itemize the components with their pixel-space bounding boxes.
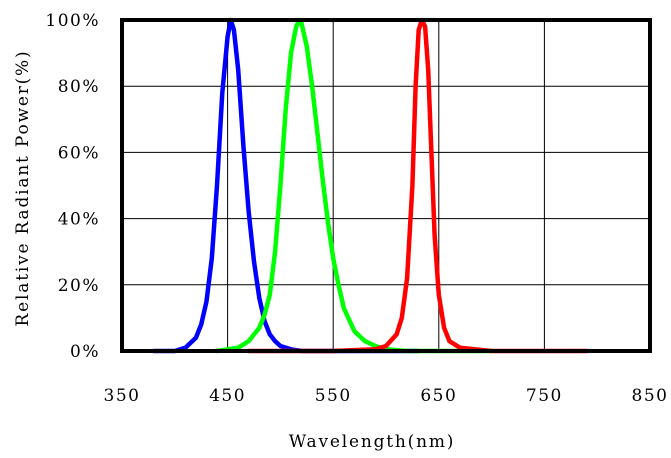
y-tick-label: 80% [58, 77, 100, 97]
y-tick-label: 40% [58, 210, 100, 230]
x-tick-label: 350 [104, 386, 141, 406]
series-line-0 [151, 17, 420, 354]
grid-lines [122, 20, 650, 351]
y-tick-label: 0% [70, 342, 100, 362]
x-tick-label: 650 [420, 386, 457, 406]
x-tick-label: 550 [315, 386, 352, 406]
y-tick-label: 20% [58, 276, 100, 296]
x-axis-title: Wavelength(nm) [289, 432, 455, 452]
series-layer [151, 17, 589, 354]
y-tick-label: 100% [45, 11, 100, 31]
series-line-1 [214, 17, 494, 354]
plot-frame [120, 18, 652, 353]
x-tick-labels: 350 450 550 650 750 850 [104, 386, 669, 406]
series-line-2 [246, 17, 589, 354]
x-tick-label: 450 [209, 386, 246, 406]
y-tick-label: 60% [58, 143, 100, 163]
y-tick-labels: 0% 20% 40% 60% 80% 100% [45, 11, 100, 362]
x-tick-label: 750 [526, 386, 563, 406]
y-axis-title: Relative Radiant Power(%) [13, 50, 33, 327]
x-tick-label: 850 [632, 386, 669, 406]
